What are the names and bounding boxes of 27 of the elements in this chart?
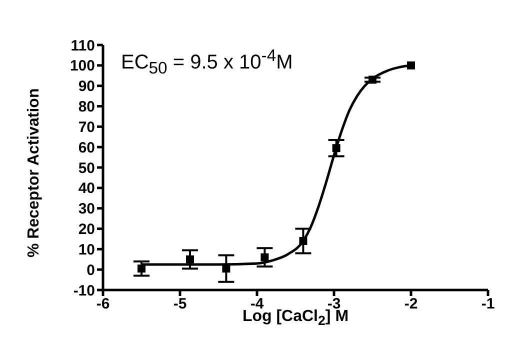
y-tick-label: 50 — [78, 160, 95, 177]
y-tick-label: 90 — [78, 78, 95, 96]
y-tick-label: 10 — [78, 241, 95, 258]
y-tick-label: 80 — [78, 98, 95, 116]
point — [332, 144, 340, 152]
x-tick-label: -6 — [96, 296, 110, 313]
point — [368, 76, 376, 84]
x-tick-label: -5 — [173, 296, 187, 313]
point — [407, 61, 415, 70]
point — [260, 253, 269, 262]
y-axis-title: % Receptor Activation — [26, 88, 43, 258]
y-tick-label: 0 — [86, 262, 95, 279]
y-tick-label: -10 — [73, 282, 95, 300]
y-tick-label: 20 — [78, 221, 95, 238]
point — [222, 264, 230, 273]
y-tick-label: 60 — [78, 139, 95, 156]
point — [299, 237, 308, 245]
point — [186, 255, 194, 264]
point — [138, 264, 146, 273]
y-tick-label: 30 — [78, 200, 95, 218]
y-tick-label: 110 — [70, 37, 95, 54]
x-tick-label: -2 — [404, 296, 418, 313]
y-tick-label: 70 — [78, 118, 95, 136]
annotation: EC$_{50}$ = 9.5 x 10$^{-4}$M — [121, 46, 293, 79]
y-tick-label: 40 — [78, 180, 95, 198]
x-tick-label: -1 — [481, 296, 495, 313]
y-tick-label: 100 — [70, 58, 95, 75]
